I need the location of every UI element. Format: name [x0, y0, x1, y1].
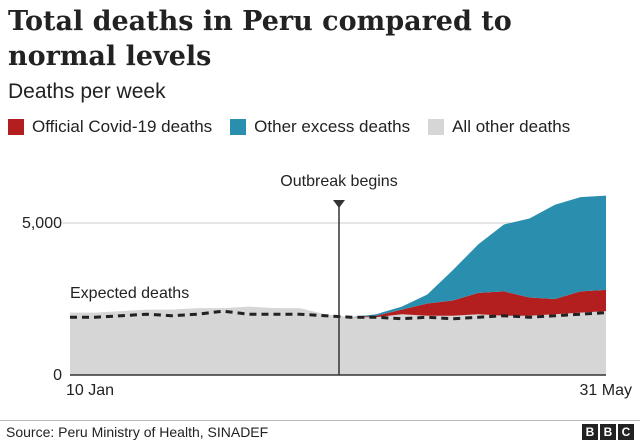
legend-label-excess: Other excess deaths	[254, 117, 411, 136]
legend-label-other: All other deaths	[452, 117, 571, 136]
chart-subtitle: Deaths per week	[8, 80, 166, 103]
expected-deaths-line	[70, 309, 607, 321]
logo-letter-b1: B	[582, 424, 598, 440]
logo-letter-c: C	[618, 424, 634, 440]
area-other-excess-deaths	[70, 195, 606, 318]
area-covid-deaths	[70, 289, 606, 318]
y-tick-label-0: 0	[53, 367, 62, 384]
logo-letter-b2: B	[600, 424, 616, 440]
legend-swatch-covid	[8, 119, 24, 135]
legend-item-covid: Official Covid-19 deaths	[8, 117, 212, 137]
legend-swatch-excess	[230, 119, 247, 135]
source-note: Source: Peru Ministry of Health, SINADEF	[6, 424, 269, 440]
area-all-other-deaths	[70, 306, 606, 375]
legend-item-other: All other deaths	[428, 117, 570, 137]
x-tick-label-end: 31 May	[580, 382, 632, 399]
chart-title: Total deaths in Peru compared to normal …	[8, 6, 512, 72]
bbc-logo: B B C	[582, 424, 634, 440]
annotation-expected-deaths: Expected deaths	[70, 285, 189, 302]
legend-item-excess: Other excess deaths	[230, 117, 410, 137]
legend-swatch-other	[428, 119, 445, 135]
legend-label-covid: Official Covid-19 deaths	[32, 117, 213, 136]
outbreak-marker-arrow	[333, 200, 345, 208]
y-tick-label-5000: 5,000	[22, 215, 62, 232]
legend: Official Covid-19 deaths Other excess de…	[8, 116, 570, 138]
footer-divider	[0, 420, 640, 421]
x-tick-label-start: 10 Jan	[66, 382, 114, 399]
annotation-outbreak-begins: Outbreak begins	[280, 173, 397, 190]
chart-plot: Outbreak begins Expected deaths 5,000 0 …	[22, 173, 632, 399]
